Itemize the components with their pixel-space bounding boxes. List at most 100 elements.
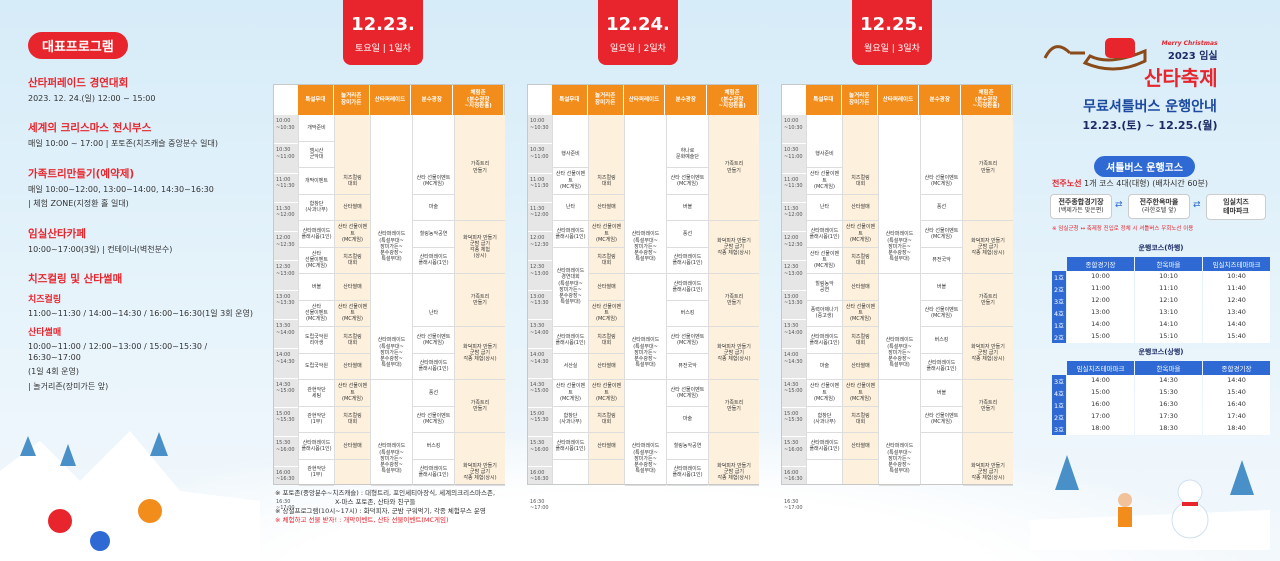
time-slot: 13:30 ~14:00: [274, 320, 298, 350]
schedule-cell: 가족트리 만들기: [455, 380, 505, 433]
schedule-cell: 산타 선물이벤트 (MC게임): [335, 301, 370, 327]
bus-number: 3호: [1052, 423, 1066, 435]
schedule-cell: 산타썰매: [335, 274, 370, 301]
time-slot: 10:30 ~11:00: [528, 144, 552, 174]
stop-hanok: 전주한옥마을 (라한호텔 앞): [1128, 194, 1190, 219]
schedule-cell: 치즈컬링 대회: [843, 407, 878, 433]
route-info: 1개 코스 4대(대형) (배차시간 60분): [1084, 179, 1208, 188]
schedule-cell: 가족트리 만들기: [709, 380, 759, 433]
program-detail: 10:00~11:00 / 12:00~13:00 / 15:00~15:30 …: [28, 342, 208, 362]
schedule-cell: 산타썰매: [843, 433, 878, 460]
schedule-cell: 산타 선물이벤트 (MC게임): [807, 248, 842, 274]
schedule-cell: 산타썰매: [335, 433, 370, 460]
time-slot: 16:30 ~17:00: [274, 496, 298, 526]
program-detail: (1일 4회 운영): [28, 367, 79, 377]
column-header: 체험존 (분수광장 ~지정환홀): [453, 85, 504, 115]
schedule-cell: 산타 선물이벤트 (MC게임): [589, 221, 624, 248]
departure-time: 17:30: [1135, 411, 1202, 423]
header-blank: [1052, 257, 1066, 271]
schedule-column: 치즈컬링 대회 산타썰매 산타 선물이벤트 (MC게임) 치즈컬링 대회 산타썰매 산타 …: [588, 115, 624, 484]
schedule-cell: 마술: [807, 354, 842, 380]
time-column: 10:00 ~10:30 10:30 ~11:00 11:00 ~11:30 11:3…: [528, 115, 552, 526]
schedule-cell: 산타퍼레이드 플래시몹(1인): [413, 354, 454, 380]
schedule-cell: 산타퍼레이드 플래시몹(1인): [413, 460, 454, 486]
departure-time: 10:00: [1067, 271, 1134, 283]
header-corner: [274, 85, 298, 115]
header-blank: [1052, 361, 1066, 375]
schedule-row: 4호 13:00 13:10 13:40: [1052, 307, 1270, 319]
program-detail: 2023. 12. 24.(일) 12:00 ~ 15:00: [28, 94, 156, 103]
schedule-cell: 버블: [299, 274, 334, 301]
route-line: 전주노선 1개 코스 4대(대형) (배차시간 60분): [1052, 178, 1208, 189]
schedule-cell: 난타: [807, 195, 842, 221]
departure-time: 16:00: [1067, 399, 1134, 411]
day-header-3: 12.25. 월요일 | 3일차: [852, 0, 932, 65]
departure-time: 12:40: [1203, 295, 1270, 307]
schedule-cell: 가족트리 만들기: [963, 380, 1013, 433]
time-slot: 15:00 ~15:30: [274, 408, 298, 438]
schedule-cell: 산타 선물이벤트 (MC게임): [335, 221, 370, 248]
schedule-cell: 산타 선물이벤트 (MC게임): [807, 380, 842, 407]
schedule-cell: 치즈컬링 대회: [335, 168, 370, 195]
bus-number: 1호: [1052, 271, 1066, 283]
schedule-cell: 산타퍼레이드 플래시몹(1인): [807, 221, 842, 248]
time-slot: 14:00 ~14:30: [782, 349, 806, 379]
schedule-cell: 산타 선물이벤트 (MC게임): [413, 327, 454, 354]
program-title: 가족트리만들기(예약제): [28, 167, 135, 180]
stop-name: 전주한옥마을: [1139, 198, 1179, 206]
schedule-cell: 산타 선물이벤트 (MC게임): [299, 301, 334, 327]
program-title: 치즈컬링 및 산타썰매: [28, 272, 123, 285]
schedule-column: 행사준비 산타 선물이벤트 (MC게임) 난타 산타퍼레이드 플래시몹(1인) 산타퍼레…: [552, 115, 588, 484]
schedule-cell: 산타썰매: [589, 354, 624, 380]
time-column: 10:00 ~10:30 10:30 ~11:00 11:00 ~11:30 11:3…: [782, 115, 806, 526]
route-note: ※ 임실군청 ↔ 축제장 진입로 정체 시 셔틀버스 우회노선 이용: [1052, 226, 1194, 232]
schedule-cell: 산타퍼레이드 (특설무대~ 장미가든~ 분수광장~ 특설무대): [625, 433, 666, 486]
bus-number: 2호: [1052, 331, 1066, 343]
program-detail: | 놀거리존(장미가든 앞): [28, 381, 109, 391]
schedule-cell: 산타썰매: [843, 274, 878, 301]
schedule-cell: 화덕피자 만들기 군밤 굽기 각종 체험(상시): [709, 460, 759, 486]
schedule-cell: 산타 선물이벤트 (MC게임): [413, 407, 454, 433]
schedule-cell: 산타 선물이벤트 (MC게임): [807, 168, 842, 195]
bus-number: 4호: [1052, 307, 1066, 319]
schedule-cell: 산타퍼레이드 플래시몹(1인): [807, 327, 842, 354]
outbound-title: 운행코스(하행): [1138, 244, 1184, 252]
schedule-header: 종합경기장: [1203, 361, 1270, 375]
bus-number: 4호: [1052, 387, 1066, 399]
schedule-cell: 개막이벤트: [299, 168, 334, 195]
departure-time: 11:40: [1203, 283, 1270, 295]
schedule-cell: 산타 선물이벤트 (MC게임): [667, 380, 708, 407]
schedule-cell: 관현악단 (1부): [299, 407, 334, 433]
schedule-cell: 퓨전국악: [921, 248, 962, 274]
schedule-cell: 산타 선물이벤트 (MC게임): [335, 380, 370, 407]
bus-number: 3호: [1052, 375, 1066, 387]
stop-sub: (라한호텔 앞): [1141, 207, 1177, 215]
time-slot: 10:00 ~10:30: [528, 115, 552, 145]
time-slot: 13:00 ~13:30: [274, 291, 298, 321]
departure-time: 18:40: [1203, 423, 1270, 435]
schedule-cell: 버스킹: [921, 327, 962, 354]
schedule-cell: 산타 선물이벤트 (MC게임): [843, 380, 878, 407]
schedule-cell: 산타 선물이벤트 (MC게임): [589, 301, 624, 327]
schedule-cell: 마술: [667, 407, 708, 433]
schedule-cell: 치즈컬링 대회: [589, 168, 624, 195]
bus-number: 3호: [1052, 295, 1066, 307]
schedule-cell: 산타 선물이벤트 (MC게임): [589, 380, 624, 407]
schedule-column: 치즈컬링 대회 산타썰매 산타 선물이벤트 (MC게임) 치즈컬링 대회 산타썰매 산타 …: [334, 115, 370, 484]
departure-time: 16:30: [1135, 399, 1202, 411]
day-header-1: 12.23. 토요일 | 1일차: [343, 0, 423, 65]
time-slot: 16:00 ~16:30: [782, 467, 806, 496]
departure-time: 14:40: [1203, 375, 1270, 387]
time-slot: 16:30 ~17:00: [782, 496, 806, 526]
schedule-cell: 치즈컬링 대회: [589, 327, 624, 354]
departure-time: 15:30: [1135, 387, 1202, 399]
schedule-cell: 산타퍼레이드 (특설무대~ 장미가든~ 분수광장~ 특설무대): [371, 433, 412, 486]
schedule-cell: 힐링농악공연: [413, 221, 454, 248]
time-slot: 13:00 ~13:30: [782, 291, 806, 321]
column-header: 놀거리존 장미가든: [587, 85, 624, 115]
schedule-cell: 행사준비: [553, 142, 588, 168]
schedule-cell: 합창단 (사과나무): [553, 407, 588, 433]
departure-time: 17:00: [1067, 411, 1134, 423]
time-slot: 16:00 ~16:30: [274, 467, 298, 496]
schedule-cell: 힐링농악공연: [667, 433, 708, 460]
